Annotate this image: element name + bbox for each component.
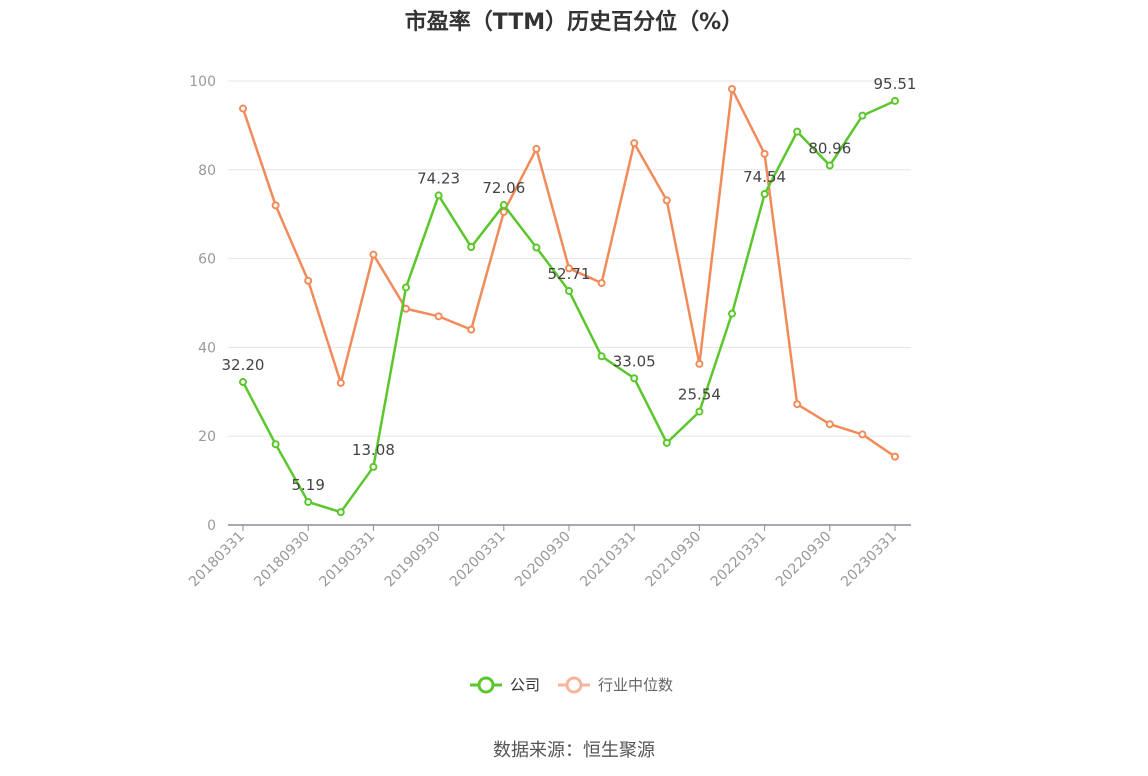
point-company-20230331 [891, 96, 899, 105]
y-tick-label-40: 40 [198, 340, 216, 356]
data-label-company-20220331: 74.54 [743, 168, 786, 186]
point-industry-20191231 [467, 325, 476, 334]
point-industry-20220331 [760, 149, 769, 158]
data-label-company-20220930: 80.96 [808, 140, 851, 158]
point-industry-20190331 [369, 250, 378, 259]
x-tick-label-20180331: 20180331 [186, 529, 248, 591]
point-company-20211231 [728, 309, 736, 318]
data-label-company-20210331: 33.05 [613, 352, 656, 370]
data-label-company-20200331: 72.06 [482, 179, 525, 197]
legend-industry-marker [565, 676, 583, 694]
point-company-20221231 [858, 111, 867, 120]
y-tick-label-100: 100 [189, 74, 216, 90]
x-tick-label-20190331: 20190331 [317, 529, 379, 591]
point-industry-20210331 [630, 139, 639, 148]
point-industry-20180331 [239, 104, 247, 113]
point-company-20210331 [630, 374, 639, 383]
point-company-20191231 [467, 243, 476, 252]
point-company-20220930 [825, 161, 834, 170]
legend-company-label: 公司 [510, 676, 540, 694]
point-industry-20221231 [858, 430, 867, 439]
x-tick-label-20230331: 20230331 [838, 529, 900, 591]
y-tick-label-0: 0 [207, 518, 216, 534]
legend-item-company[interactable]: 公司 [470, 676, 540, 694]
data-label-company-20210930: 25.54 [678, 386, 721, 404]
point-company-20210930 [695, 407, 704, 416]
data-label-company-20180930: 5.19 [291, 476, 324, 494]
point-industry-20180630 [271, 201, 280, 210]
point-industry-20190930 [434, 312, 443, 321]
point-company-20210630 [662, 438, 671, 447]
point-company-20220630 [793, 127, 802, 136]
point-industry-20200331 [499, 207, 508, 216]
point-industry-20190630 [402, 304, 410, 313]
point-company-20200930 [565, 286, 573, 295]
point-company-20190930 [434, 191, 443, 200]
x-tick-label-20190930: 20190930 [382, 529, 444, 591]
series-layer [239, 84, 899, 517]
x-tick-label-20220930: 20220930 [773, 529, 835, 591]
point-company-20200331 [499, 201, 508, 210]
y-tick-label-20: 20 [198, 429, 216, 445]
y-tick-label-80: 80 [198, 163, 216, 179]
x-tick-label-20220331: 20220331 [708, 529, 770, 591]
legend[interactable]: 公司 行业中位数 [470, 676, 673, 694]
point-company-20181231 [336, 508, 345, 517]
point-company-20220331 [760, 190, 769, 199]
data-label-company-20190930: 74.23 [417, 169, 460, 187]
y-tick-label-60: 60 [198, 252, 216, 268]
point-industry-20220930 [825, 420, 834, 429]
data-labels: 32.20 5.19 13.08 74.23 72.06 52.71 33.05 25.54 7… [222, 75, 917, 494]
point-industry-20211231 [728, 84, 736, 93]
legend-item-industry[interactable]: 行业中位数 [558, 676, 673, 694]
point-company-20190630 [402, 283, 410, 292]
point-industry-20210930 [695, 359, 704, 368]
legend-company-marker [477, 676, 495, 694]
data-label-company-20190331: 13.08 [352, 441, 395, 459]
point-company-20190331 [369, 462, 378, 471]
point-industry-20200930 [565, 264, 573, 273]
x-tick-label-20210930: 20210930 [643, 529, 705, 591]
chart-title: 市盈率（TTM）历史百分位（%） [404, 10, 744, 35]
data-label-company-20200930: 52.71 [548, 265, 591, 283]
point-industry-20181231 [336, 378, 345, 387]
x-tick-label-20210331: 20210331 [577, 529, 639, 591]
series-line-company [241, 99, 896, 514]
data-label-company-20230331: 95.51 [874, 75, 917, 93]
point-industry-20200630 [532, 144, 541, 153]
grid-lines [228, 80, 911, 437]
x-tick-label-20180930: 20180930 [251, 529, 313, 591]
point-company-20180630 [271, 440, 280, 449]
point-industry-20180930 [304, 276, 313, 285]
point-company-20200630 [532, 243, 541, 252]
x-axis: 20180331 20180930 20190331 20190930 20200331… [186, 524, 911, 591]
point-company-20180930 [304, 497, 313, 506]
data-source: 数据来源：恒生聚源 [493, 740, 655, 761]
point-industry-20210630 [662, 196, 671, 205]
y-axis: 0 20 40 60 80 100 [189, 74, 216, 534]
point-industry-20220630 [793, 400, 802, 409]
legend-industry-label: 行业中位数 [598, 676, 673, 694]
point-company-20201231 [597, 352, 606, 361]
point-industry-20201231 [597, 279, 606, 288]
x-tick-label-20200331: 20200331 [447, 529, 509, 591]
point-industry-20230331 [891, 452, 899, 461]
x-tick-label-20200930: 20200930 [512, 529, 574, 591]
data-label-company-20180331: 32.20 [222, 356, 265, 374]
point-company-20180331 [239, 378, 247, 387]
